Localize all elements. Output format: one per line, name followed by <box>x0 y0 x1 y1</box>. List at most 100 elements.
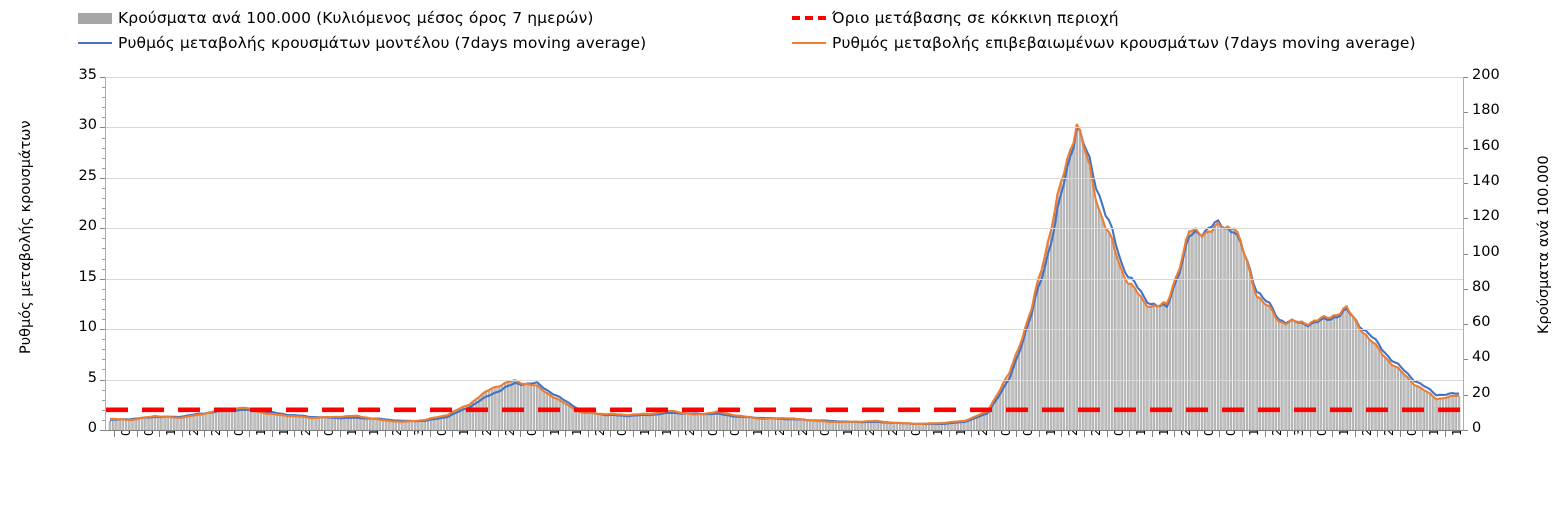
y-axis-left-tick: 25 <box>78 167 97 184</box>
y-axis-right-title: Κρούσματα ανά 100.000 <box>1536 154 1552 334</box>
y-axis-right-tick: 100 <box>1472 243 1500 260</box>
bar-swatch-icon <box>78 12 112 24</box>
x-axis-tickmark <box>1445 431 1446 437</box>
x-axis-tickmark <box>271 431 273 437</box>
x-axis-tickmark <box>1196 431 1198 437</box>
legend-item-confirmed-change-rate[interactable]: Ρυθμός μεταβολής επιβεβαιωμένων κρουσμάτ… <box>792 31 1416 55</box>
line-swatch-icon <box>792 42 826 44</box>
x-axis-tickmark <box>249 431 251 437</box>
x-axis-tickmark <box>610 431 612 437</box>
plot-wrapper: Ρυθμός μεταβολής κρουσμάτων Κρούσματα αν… <box>0 56 1555 515</box>
x-axis-tickmark <box>1241 431 1243 437</box>
plot-area[interactable] <box>105 77 1464 431</box>
gridline <box>106 329 1463 331</box>
x-axis-tickmark <box>835 431 837 437</box>
dashed-line-swatch-icon <box>792 16 826 20</box>
y-axis-left-tick: 0 <box>87 420 97 436</box>
x-axis-tickmark <box>790 431 792 437</box>
x-axis-tickmark <box>159 431 161 437</box>
y-axis-right-tick: 160 <box>1472 137 1500 154</box>
gridline <box>106 77 1463 78</box>
x-axis-tickmark <box>813 431 815 437</box>
x-axis-tickmark <box>632 431 634 437</box>
x-axis-tickmark <box>1309 431 1311 437</box>
x-axis-tickmark <box>903 431 905 437</box>
x-axis-tickmark <box>1399 431 1401 437</box>
y-axis-left-title: Ρυθμός μεταβολής κρουσμάτων <box>18 119 34 354</box>
x-axis-tickmark <box>1264 431 1266 437</box>
x-axis-tickmark <box>136 431 138 437</box>
x-axis-tickmark <box>1084 431 1086 437</box>
x-axis-tickmark <box>339 431 341 437</box>
x-axis-tickmark <box>520 431 522 437</box>
gridline <box>106 177 1463 179</box>
legend-item-red-zone-threshold[interactable]: Όριο μετάβασης σε κόκκινη περιοχή <box>792 6 1119 30</box>
x-axis-tickmark <box>294 431 296 437</box>
legend-item-model-change-rate[interactable]: Ρυθμός μεταβολής κρουσμάτων μοντέλου (7d… <box>78 31 646 55</box>
x-axis-tickmark <box>971 431 973 437</box>
x-axis-tickmark <box>1038 431 1040 437</box>
gridline <box>106 379 1463 381</box>
x-axis-tickmark <box>474 431 476 437</box>
line-swatch-icon <box>78 42 112 44</box>
x-axis-tickmark <box>745 431 747 437</box>
y-axis-left-tick: 10 <box>78 319 97 336</box>
x-axis-tickmark <box>655 431 657 437</box>
legend-item-cases-per-100k[interactable]: Κρούσματα ανά 100.000 (Κυλιόμενος μέσος … <box>78 6 594 30</box>
x-axis-tickmark <box>1129 431 1131 437</box>
x-axis-tickmark <box>407 431 409 437</box>
y-axis-left-tick: 5 <box>87 369 97 386</box>
legend-label-cases-per-100k: Κρούσματα ανά 100.000 (Κυλιόμενος μέσος … <box>118 9 594 27</box>
y-axis-right-tick: 180 <box>1472 102 1500 119</box>
y-axis-right-tick: 60 <box>1472 314 1491 331</box>
y-axis-right-tick: 200 <box>1472 67 1500 83</box>
x-axis-tickmark <box>1016 431 1018 437</box>
y-axis-left-tick: 30 <box>78 117 97 134</box>
y-axis-right-tick: 80 <box>1472 278 1491 295</box>
x-axis-tickmark <box>858 431 860 437</box>
y-axis-right-tick: 20 <box>1472 384 1491 401</box>
x-axis-tickmark <box>723 431 725 437</box>
x-axis-tickmark <box>1377 431 1379 437</box>
y-axis-right-tick: 40 <box>1472 349 1491 366</box>
x-axis-tickmark <box>1332 431 1334 437</box>
gridline <box>106 278 1463 280</box>
chart-canvas <box>106 123 1463 430</box>
x-axis-tickmark <box>1354 431 1356 437</box>
x-axis-tickmark <box>429 431 431 437</box>
x-axis-tickmark <box>1219 431 1221 437</box>
chart-legend: Κρούσματα ανά 100.000 (Κυλιόμενος μέσος … <box>0 4 1555 56</box>
x-axis-tickmark <box>1174 431 1176 437</box>
x-axis-tickmark <box>1106 431 1108 437</box>
x-axis-tickmark <box>204 431 206 437</box>
y-axis-right-tick: 120 <box>1472 208 1500 225</box>
gridline <box>106 127 1463 129</box>
x-axis-tickmark <box>1151 431 1153 437</box>
x-axis-tickmark <box>452 431 454 437</box>
x-axis-tickmark <box>926 431 928 437</box>
x-axis-tickmark <box>587 431 589 437</box>
legend-label-model-change-rate: Ρυθμός μεταβολής κρουσμάτων μοντέλου (7d… <box>118 34 647 52</box>
x-axis-tickmark <box>181 431 183 437</box>
x-axis-tickmark <box>497 431 499 437</box>
x-axis-tickmark <box>993 431 995 437</box>
x-axis-tickmark <box>362 431 364 437</box>
legend-label-confirmed-change-rate: Ρυθμός μεταβολής επιβεβαιωμένων κρουσμάτ… <box>832 34 1416 52</box>
y-axis-right-tick: 140 <box>1472 172 1500 189</box>
x-axis-tickmark <box>542 431 544 437</box>
y-axis-left-tick: 20 <box>78 218 97 235</box>
y-axis-left-tick: 35 <box>78 67 97 83</box>
x-axis-tickmark <box>114 431 115 437</box>
x-axis-tickmark <box>565 431 567 437</box>
bar-series <box>108 124 1461 430</box>
x-axis-tickmark <box>1422 431 1424 437</box>
y-axis-left-tick: 15 <box>78 268 97 285</box>
legend-label-red-zone-threshold: Όριο μετάβασης σε κόκκινη περιοχή <box>832 9 1119 27</box>
x-axis-tickmark <box>948 431 950 437</box>
x-axis-tickmark <box>700 431 702 437</box>
gridline <box>106 228 1463 230</box>
x-axis-tickmark <box>384 431 386 437</box>
x-axis-tickmark <box>226 431 228 437</box>
y-axis-right-tick: 0 <box>1472 420 1482 436</box>
